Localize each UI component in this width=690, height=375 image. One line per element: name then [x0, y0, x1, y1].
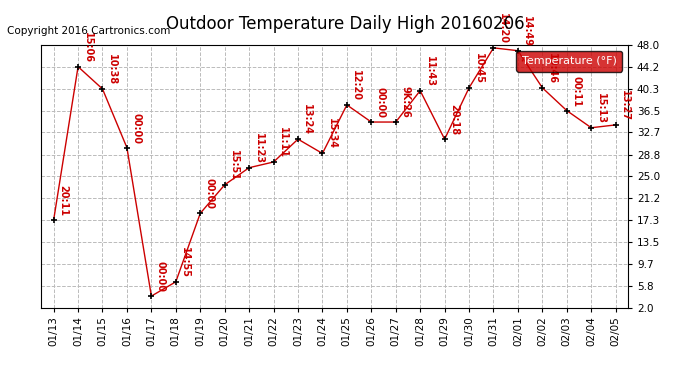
Text: 15:06: 15:06	[83, 32, 92, 63]
Text: 14:20: 14:20	[498, 13, 508, 44]
Text: 10:38: 10:38	[107, 54, 117, 85]
Text: 10:45: 10:45	[473, 53, 484, 84]
Text: 00:11: 00:11	[571, 76, 581, 106]
Text: 12:20: 12:20	[351, 70, 362, 101]
Text: 14:49: 14:49	[522, 16, 532, 47]
Text: 9K:26: 9K:26	[400, 86, 410, 118]
Text: 20:11: 20:11	[58, 185, 68, 216]
Text: 00:00: 00:00	[131, 113, 141, 144]
Text: 20:18: 20:18	[449, 104, 459, 135]
Text: 14:55: 14:55	[180, 247, 190, 278]
Text: 15:51: 15:51	[229, 150, 239, 181]
Text: 11:43: 11:43	[424, 56, 435, 87]
Text: 15:34: 15:34	[327, 118, 337, 150]
Text: Outdoor Temperature Daily High 20160206: Outdoor Temperature Daily High 20160206	[166, 15, 524, 33]
Text: Copyright 2016 Cartronics.com: Copyright 2016 Cartronics.com	[7, 26, 170, 36]
Text: 00:00: 00:00	[205, 178, 215, 209]
Text: 00:00: 00:00	[376, 87, 386, 118]
Text: 11:11: 11:11	[278, 127, 288, 158]
Text: 15:13: 15:13	[595, 93, 606, 124]
Text: 13:24: 13:24	[302, 104, 313, 135]
Text: 10:46: 10:46	[546, 53, 557, 84]
Text: 00:00: 00:00	[156, 261, 166, 292]
Legend: Temperature (°F): Temperature (°F)	[516, 51, 622, 72]
Text: 13:27: 13:27	[620, 90, 630, 121]
Text: 11:23: 11:23	[253, 133, 264, 164]
